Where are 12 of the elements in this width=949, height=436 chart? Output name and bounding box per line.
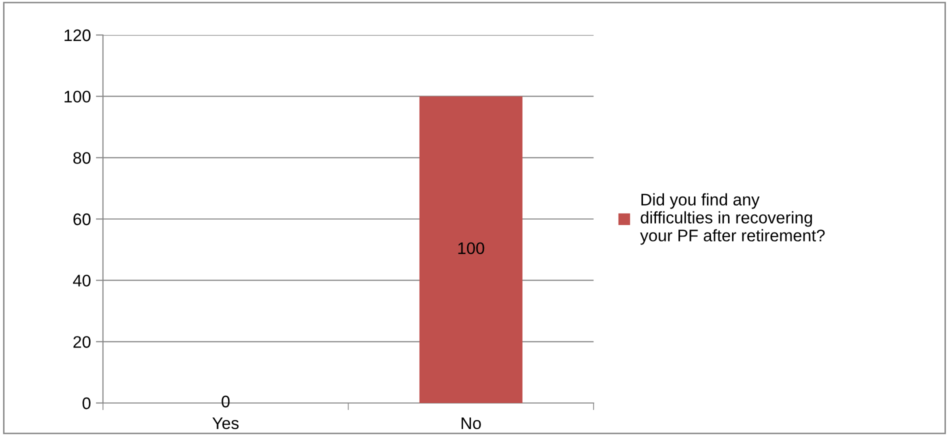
y-tick-label: 20 bbox=[73, 336, 91, 348]
y-tick-label: 120 bbox=[64, 29, 91, 42]
x-tick-label: No bbox=[462, 417, 481, 430]
data-label: 0 bbox=[222, 396, 230, 408]
y-tick-label: 0 bbox=[82, 397, 91, 410]
data-label: 100 bbox=[458, 242, 484, 254]
legend-label: Did you find any difficulties in recovering your PF after retirement? bbox=[640, 193, 825, 245]
x-tick-label: Yes bbox=[212, 417, 239, 430]
y-tick-label: 60 bbox=[73, 213, 91, 226]
y-tick-label: 80 bbox=[73, 152, 91, 164]
y-tick-label: 40 bbox=[73, 274, 91, 287]
y-tick-label: 100 bbox=[64, 90, 91, 103]
